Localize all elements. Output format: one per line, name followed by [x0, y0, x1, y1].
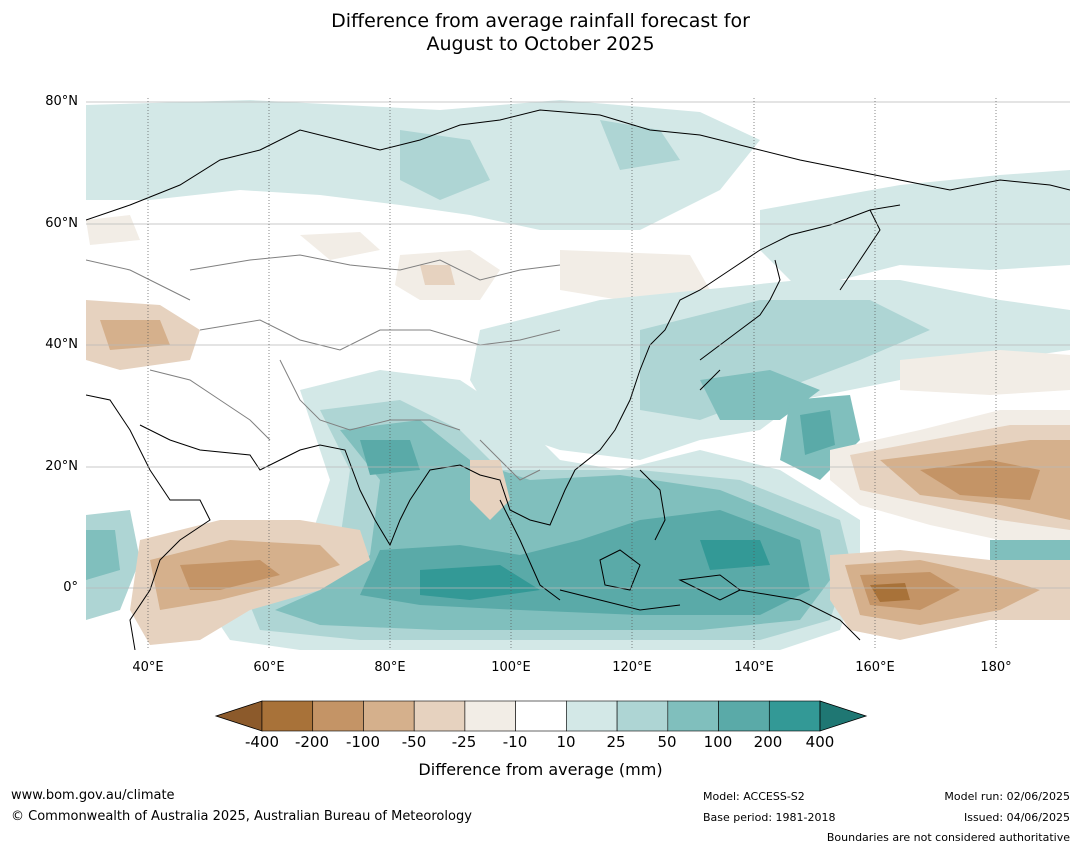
lat-label-0: 0° — [63, 580, 78, 595]
colorbar-tick: -100 — [345, 733, 381, 751]
website-link[interactable]: www.bom.gov.au/climate — [11, 788, 175, 803]
colorbar-over-arrow — [819, 700, 868, 732]
base-period: Base period: 1981-2018 — [703, 811, 836, 824]
anomaly-zone-east-asia-wet — [470, 280, 1070, 480]
anomaly-zone-west-indian-dry — [130, 460, 510, 645]
lat-label-40n: 40°N — [45, 337, 78, 352]
colorbar-tick: -200 — [294, 733, 330, 751]
colorbar-tick: 50 — [657, 733, 677, 751]
lon-label-100e: 100°E — [491, 660, 531, 675]
colorbar-tick: 10 — [556, 733, 576, 751]
colorbar-bin — [667, 700, 719, 732]
colorbar-bin — [515, 700, 567, 732]
model-run: Model run: 02/06/2025 — [944, 790, 1070, 803]
lon-label-40e: 40°E — [132, 660, 164, 675]
colorbar-tick: 200 — [753, 733, 783, 751]
graticule — [86, 98, 1070, 650]
colorbar-bin — [413, 700, 466, 732]
colorbar-under-arrow — [214, 700, 263, 732]
country-borders — [86, 254, 561, 481]
colorbar-tick: -10 — [502, 733, 528, 751]
colorbar-bin — [566, 700, 618, 732]
boundary-disclaimer: Boundaries are not considered authoritat… — [826, 831, 1070, 844]
colorbar — [214, 700, 868, 732]
colorbar-bin — [616, 700, 669, 732]
anomaly-zone-arctic-wet — [86, 100, 1070, 290]
colorbar-tick: 25 — [606, 733, 626, 751]
model-info: Model: ACCESS-S2 — [703, 790, 805, 803]
colorbar-bin — [768, 700, 821, 732]
colorbar-label: Difference from average (mm) — [418, 760, 663, 779]
lon-label-80e: 80°E — [374, 660, 406, 675]
colorbar-tick: -400 — [244, 733, 280, 751]
colorbar-bin — [261, 700, 314, 732]
colorbar-bin — [312, 700, 364, 732]
map-title: Difference from average rainfall forecas… — [0, 10, 1081, 56]
lon-label-60e: 60°E — [253, 660, 285, 675]
anomaly-zone-indian-ocean-wet — [86, 370, 860, 650]
map-title-line1: Difference from average rainfall forecas… — [331, 10, 750, 32]
lon-label-120e: 120°E — [612, 660, 652, 675]
lat-label-20n: 20°N — [45, 459, 78, 474]
lat-label-80n: 80°N — [45, 94, 78, 109]
forecast-map — [86, 98, 1070, 650]
anomaly-zone-pacific-dry — [830, 350, 1070, 640]
lat-label-60n: 60°N — [45, 216, 78, 231]
colorbar-tick: 400 — [805, 733, 835, 751]
colorbar-bin — [718, 700, 770, 732]
map-title-line2: August to October 2025 — [426, 33, 655, 55]
colorbar-tick: -50 — [401, 733, 427, 751]
issued-date: Issued: 04/06/2025 — [963, 811, 1070, 824]
lon-label-140e: 140°E — [734, 660, 774, 675]
copyright-text: © Commonwealth of Australia 2025, Austra… — [11, 809, 472, 824]
coastlines — [86, 109, 1070, 650]
colorbar-tick: 100 — [703, 733, 733, 751]
colorbar-bin — [464, 700, 516, 732]
lon-label-160e: 160°E — [855, 660, 895, 675]
colorbar-bin — [363, 700, 415, 732]
colorbar-tick: -25 — [451, 733, 477, 751]
lon-label-180: 180° — [980, 660, 1012, 675]
